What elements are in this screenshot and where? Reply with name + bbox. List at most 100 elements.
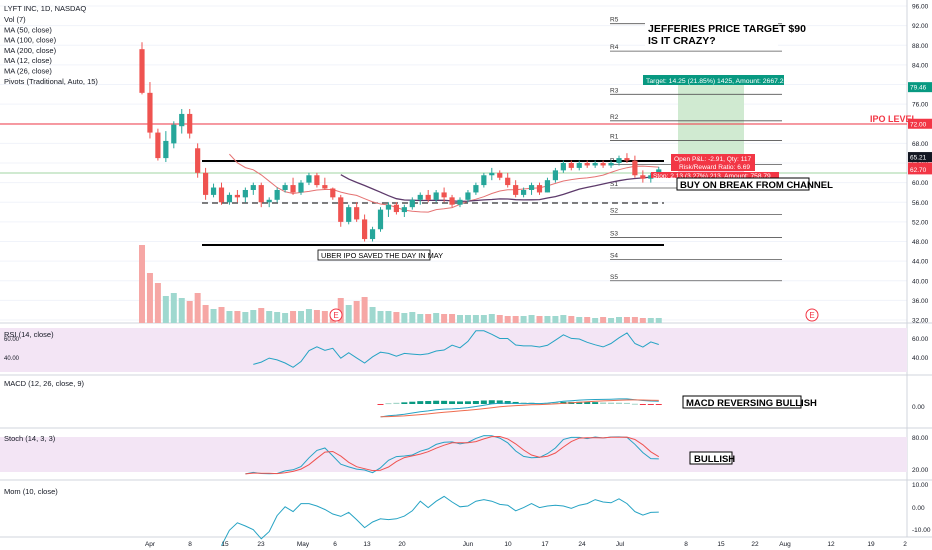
volume-bar xyxy=(647,318,654,323)
volume-bar xyxy=(584,317,591,323)
candle-body xyxy=(417,194,423,200)
earnings-marker-future[interactable]: E xyxy=(805,308,819,322)
price-tick-label: 96.00 xyxy=(912,4,929,11)
candle-body xyxy=(369,229,376,240)
time-tick-label: 19 xyxy=(867,541,875,548)
macd-hist-bar xyxy=(480,400,487,404)
volume-bar xyxy=(528,315,535,323)
candle-body xyxy=(497,172,503,178)
price-tick-label: 84.00 xyxy=(912,62,929,69)
time-tick-label: 8 xyxy=(188,541,192,548)
candle-body xyxy=(521,189,527,195)
candle-body xyxy=(250,185,256,190)
rsi-left-tick: 60.00 xyxy=(4,337,20,343)
price-tick-label: 92.00 xyxy=(912,23,929,30)
macd-line xyxy=(380,398,659,418)
candle-body xyxy=(600,163,606,166)
macd-note[interactable]: MACD REVERSING BULLISH xyxy=(682,395,817,409)
open-pl-label: Open P&L: -2.91, Qty: 117 Risk/Reward Ra… xyxy=(671,154,755,171)
earnings-marker[interactable]: E xyxy=(329,308,343,322)
stoch-note[interactable]: BULLISH xyxy=(689,451,735,465)
volume-bar xyxy=(655,318,662,323)
volume-bar xyxy=(234,311,241,323)
time-tick-label: 15 xyxy=(717,541,725,548)
indicator-tick-label: 40.00 xyxy=(912,355,929,362)
indicator-tick-label: 0.00 xyxy=(912,505,925,512)
volume-bar xyxy=(425,314,432,323)
candle-body xyxy=(147,92,153,133)
volume-bar xyxy=(608,318,615,323)
pivot-label: S3 xyxy=(610,231,618,238)
jefferies-note[interactable]: JEFFERIES PRICE TARGET $90 IS IT CRAZY? xyxy=(645,20,806,47)
macd-hist-bar xyxy=(592,402,599,404)
candle-body xyxy=(544,180,551,193)
volume-bar xyxy=(600,317,607,323)
macd-pane-title: MACD (12, 26, close, 9) xyxy=(4,379,85,388)
volume-bar xyxy=(146,273,153,323)
chart-legend: LYFT INC, 1D, NASDAQ Vol (7)MA (50, clos… xyxy=(4,4,98,86)
pivot-label: R4 xyxy=(610,44,619,51)
time-tick-label: 20 xyxy=(398,541,406,548)
candle-body xyxy=(449,197,455,205)
volume-bar xyxy=(520,316,527,323)
pivot-label: R5 xyxy=(610,17,619,24)
svg-text:UBER IPO SAVED THE DAY IN MAY: UBER IPO SAVED THE DAY IN MAY xyxy=(321,251,443,260)
price-badge xyxy=(908,152,932,163)
volume-bar xyxy=(258,308,265,323)
symbol-title: LYFT INC, 1D, NASDAQ xyxy=(4,4,86,13)
macd-hist-bar xyxy=(496,400,503,404)
macd-hist-bar xyxy=(417,401,424,404)
svg-text:E: E xyxy=(333,311,338,320)
candle-body xyxy=(640,175,646,179)
time-axis[interactable]: Apr 8 15 23 May 6 13 20 Jun 10 17 24 Jul 8 15 22 Aug 12 19… xyxy=(145,541,907,548)
volume-bar xyxy=(274,312,281,323)
uber-ipo-note[interactable]: UBER IPO SAVED THE DAY IN MAY xyxy=(317,249,443,261)
candle-body xyxy=(155,132,161,159)
price-tick-label: 68.00 xyxy=(912,141,929,148)
candle-body xyxy=(298,182,304,193)
candle-body xyxy=(409,199,415,208)
time-tick-label: Jul xyxy=(616,541,625,548)
svg-text:E: E xyxy=(809,311,814,320)
volume-bar xyxy=(592,318,599,323)
candle-body xyxy=(290,185,296,193)
candle-body xyxy=(218,187,225,203)
macd-hist-bar xyxy=(488,400,495,404)
price-badge-label: 72.00 xyxy=(910,121,927,128)
volume-bar xyxy=(544,316,551,323)
macd-hist-bar xyxy=(393,402,400,404)
candle-body xyxy=(179,113,185,127)
pivot-label: S2 xyxy=(610,208,618,215)
volume-bar xyxy=(305,309,312,323)
candle-body xyxy=(306,175,312,183)
volume-bar xyxy=(480,315,487,323)
price-tick-label: 44.00 xyxy=(912,259,929,266)
macd-hist-bar xyxy=(464,401,471,404)
volume-bar xyxy=(401,313,408,323)
legend-indicator: MA (26, close) xyxy=(4,67,52,76)
legend-indicator: MA (50, close) xyxy=(4,25,52,34)
mom-pane-title: Mom (10, close) xyxy=(4,487,58,496)
candle-body xyxy=(346,207,352,222)
price-badge-label: 65.21 xyxy=(910,155,927,162)
macd-hist-bar xyxy=(441,400,448,404)
stoch-d-line xyxy=(245,435,660,475)
time-tick-label: 23 xyxy=(257,541,265,548)
volume-bar xyxy=(409,312,416,323)
volume-bar xyxy=(290,311,297,323)
pivot-levels: R5R4R3R2R1PS1S2S3S4S5 xyxy=(610,17,782,282)
candle-body xyxy=(362,219,368,240)
macd-signal-line xyxy=(380,399,659,418)
candle-body xyxy=(441,192,447,198)
stop-label: Stop: 2.13 (3.27%) 213, Amount: 758.79 xyxy=(651,172,779,180)
rsi-line xyxy=(253,330,659,368)
volume-bar xyxy=(441,314,448,323)
volume-bar xyxy=(242,312,249,323)
price-tick-label: 52.00 xyxy=(912,219,929,226)
buy-break-note[interactable]: BUY ON BREAK FROM CHANNEL xyxy=(676,177,833,191)
time-tick-label: 15 xyxy=(221,541,229,548)
volume-bar xyxy=(321,311,328,323)
legend-indicator: Pivots (Traditional, Auto, 15) xyxy=(4,77,98,86)
candle-body xyxy=(282,185,288,190)
